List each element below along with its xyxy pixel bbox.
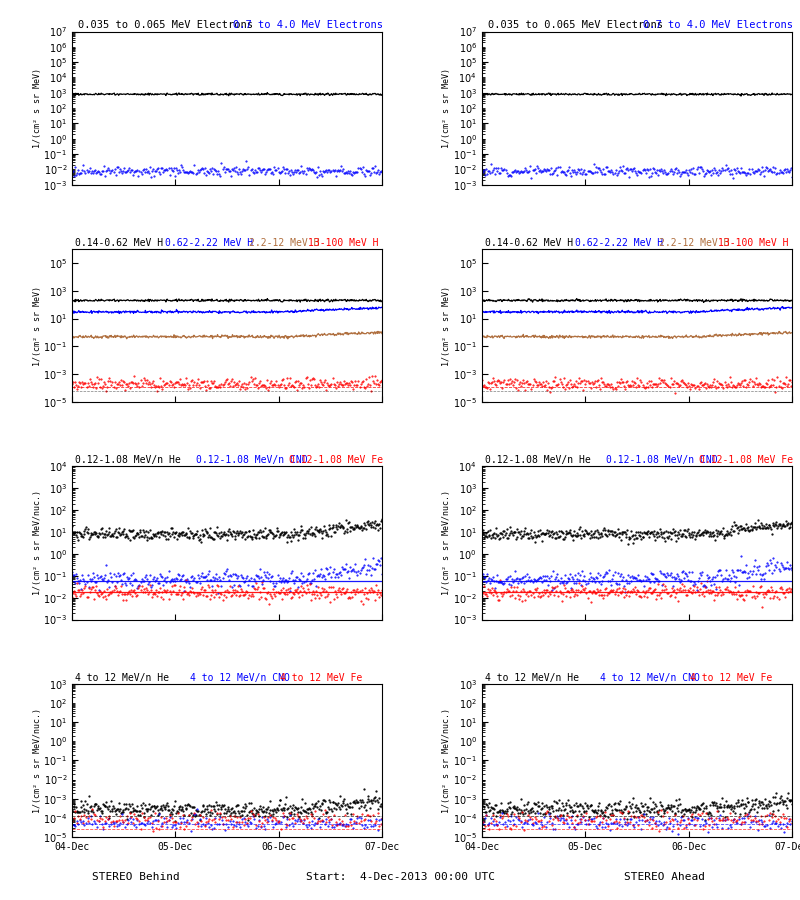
Y-axis label: 1/(cm² s sr MeV/nuc.): 1/(cm² s sr MeV/nuc.)	[33, 491, 42, 596]
Text: 4 to 12 MeV/n He: 4 to 12 MeV/n He	[485, 673, 578, 683]
Text: 0.12-1.08 MeV/n CNO: 0.12-1.08 MeV/n CNO	[196, 455, 308, 465]
Text: 4 to 12 MeV/n CNO: 4 to 12 MeV/n CNO	[190, 673, 290, 683]
Text: 0.12-1.08 MeV Fe: 0.12-1.08 MeV Fe	[699, 455, 793, 465]
Text: 0.14-0.62 MeV H: 0.14-0.62 MeV H	[485, 238, 573, 248]
Text: 0.12-1.08 MeV/n He: 0.12-1.08 MeV/n He	[485, 455, 590, 465]
Y-axis label: 1/(cm² s sr MeV): 1/(cm² s sr MeV)	[33, 68, 42, 148]
Text: 0.035 to 0.065 MeV Electrons: 0.035 to 0.065 MeV Electrons	[488, 21, 663, 31]
Text: 0.12-1.08 MeV/n He: 0.12-1.08 MeV/n He	[75, 455, 181, 465]
Text: 0.7 to 4.0 MeV Electrons: 0.7 to 4.0 MeV Electrons	[643, 21, 793, 31]
Y-axis label: 1/(cm² s sr MeV): 1/(cm² s sr MeV)	[442, 285, 451, 365]
Text: Start:  4-Dec-2013 00:00 UTC: Start: 4-Dec-2013 00:00 UTC	[306, 872, 494, 882]
Text: 4 to 12 MeV/n He: 4 to 12 MeV/n He	[75, 673, 169, 683]
Y-axis label: 1/(cm² s sr MeV/nuc.): 1/(cm² s sr MeV/nuc.)	[442, 708, 451, 813]
Text: 0.62-2.22 MeV H: 0.62-2.22 MeV H	[574, 238, 663, 248]
Text: 0.7 to 4.0 MeV Electrons: 0.7 to 4.0 MeV Electrons	[234, 21, 383, 31]
Text: 0.14-0.62 MeV H: 0.14-0.62 MeV H	[75, 238, 163, 248]
Text: 0.12-1.08 MeV Fe: 0.12-1.08 MeV Fe	[290, 455, 383, 465]
Text: 2.2-12 MeV H: 2.2-12 MeV H	[249, 238, 319, 248]
Text: 13-100 MeV H: 13-100 MeV H	[718, 238, 788, 248]
Text: 0.035 to 0.065 MeV Electrons: 0.035 to 0.065 MeV Electrons	[78, 21, 254, 31]
Y-axis label: 1/(cm² s sr MeV): 1/(cm² s sr MeV)	[442, 68, 451, 148]
Text: STEREO Behind: STEREO Behind	[92, 872, 180, 882]
Text: STEREO Ahead: STEREO Ahead	[623, 872, 705, 882]
Text: 4 to 12 MeV Fe: 4 to 12 MeV Fe	[280, 673, 362, 683]
Text: 13-100 MeV H: 13-100 MeV H	[308, 238, 378, 248]
Text: 2.2-12 MeV H: 2.2-12 MeV H	[658, 238, 729, 248]
Y-axis label: 1/(cm² s sr MeV/nuc.): 1/(cm² s sr MeV/nuc.)	[442, 491, 451, 596]
Text: 0.12-1.08 MeV/n CNO: 0.12-1.08 MeV/n CNO	[606, 455, 718, 465]
Text: 4 to 12 MeV/n CNO: 4 to 12 MeV/n CNO	[599, 673, 699, 683]
Y-axis label: 1/(cm² s sr MeV): 1/(cm² s sr MeV)	[33, 285, 42, 365]
Y-axis label: 1/(cm² s sr MeV/nuc.): 1/(cm² s sr MeV/nuc.)	[33, 708, 42, 813]
Text: 0.62-2.22 MeV H: 0.62-2.22 MeV H	[165, 238, 254, 248]
Text: 4 to 12 MeV Fe: 4 to 12 MeV Fe	[690, 673, 772, 683]
